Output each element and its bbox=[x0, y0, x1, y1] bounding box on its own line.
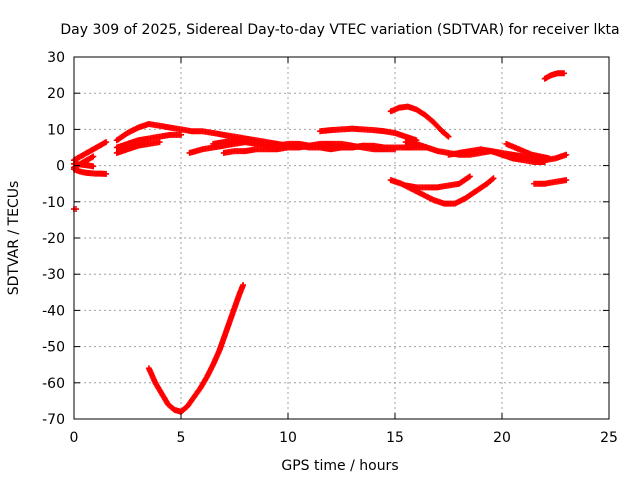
data-point-marker bbox=[445, 133, 452, 140]
series-late-high bbox=[541, 70, 568, 82]
data-point-marker bbox=[490, 175, 497, 182]
data-point-marker bbox=[563, 151, 570, 158]
series-band-c bbox=[220, 140, 398, 156]
data-point-marker bbox=[546, 155, 553, 162]
x-tick-label: 0 bbox=[70, 430, 79, 446]
y-tick-label: -50 bbox=[42, 340, 65, 356]
grid-lines bbox=[74, 57, 609, 419]
data-point-marker bbox=[240, 282, 247, 289]
y-tick-label: 10 bbox=[47, 122, 65, 138]
series-morning-mid bbox=[113, 131, 184, 151]
series-low-arc-b bbox=[402, 173, 473, 191]
y-tick-label: 0 bbox=[56, 159, 65, 175]
x-tick-label: 20 bbox=[493, 430, 511, 446]
data-point-marker bbox=[392, 146, 398, 153]
y-tick-label: -20 bbox=[42, 231, 65, 247]
series-hump-15 bbox=[387, 103, 452, 140]
data-point-marker bbox=[103, 139, 110, 146]
data-point-marker bbox=[103, 170, 110, 177]
y-tick-label: -10 bbox=[42, 195, 65, 211]
series-deep-dip bbox=[145, 282, 247, 415]
series-afternoon-band-2 bbox=[445, 146, 548, 165]
series-low-arc-a bbox=[387, 175, 497, 207]
y-tick-label: -70 bbox=[42, 412, 65, 428]
data-point-marker bbox=[156, 139, 163, 146]
y-tick-label: -60 bbox=[42, 376, 65, 392]
y-axis-label: SDTVAR / TECUs bbox=[6, 181, 22, 296]
x-axis-label: GPS time / hours bbox=[281, 458, 398, 474]
y-tick-label: 20 bbox=[47, 86, 65, 102]
data-point-marker bbox=[466, 173, 473, 180]
data-point-marker bbox=[178, 131, 184, 138]
series-morning-lower bbox=[113, 139, 163, 156]
series-arch-mid bbox=[317, 125, 420, 144]
data-points bbox=[71, 70, 570, 415]
data-point-marker bbox=[444, 132, 451, 139]
x-tick-label: 5 bbox=[177, 430, 186, 446]
data-point-marker bbox=[561, 70, 568, 77]
x-tick-label: 25 bbox=[600, 430, 618, 446]
data-point-marker bbox=[489, 176, 496, 183]
y-tick-label: 30 bbox=[47, 50, 65, 66]
data-point-marker bbox=[465, 174, 472, 181]
data-point-marker bbox=[90, 153, 97, 160]
series-low-late bbox=[531, 177, 570, 187]
data-point-marker bbox=[563, 177, 570, 184]
data-point-marker bbox=[90, 163, 97, 170]
chart-title: Day 309 of 2025, Sidereal Day-to-day VTE… bbox=[60, 22, 619, 38]
y-tick-label: -30 bbox=[42, 267, 65, 283]
axis-ticks: 0 5 10 15 20 25 -70 -60 -50 -40 -30 -20 -10 0 10 20 30 bbox=[42, 50, 618, 446]
series-outlier-start bbox=[71, 206, 79, 213]
x-tick-label: 10 bbox=[279, 430, 297, 446]
y-tick-label: -40 bbox=[42, 303, 65, 319]
series-afternoon-band-3 bbox=[503, 140, 553, 162]
x-tick-label: 15 bbox=[386, 430, 404, 446]
